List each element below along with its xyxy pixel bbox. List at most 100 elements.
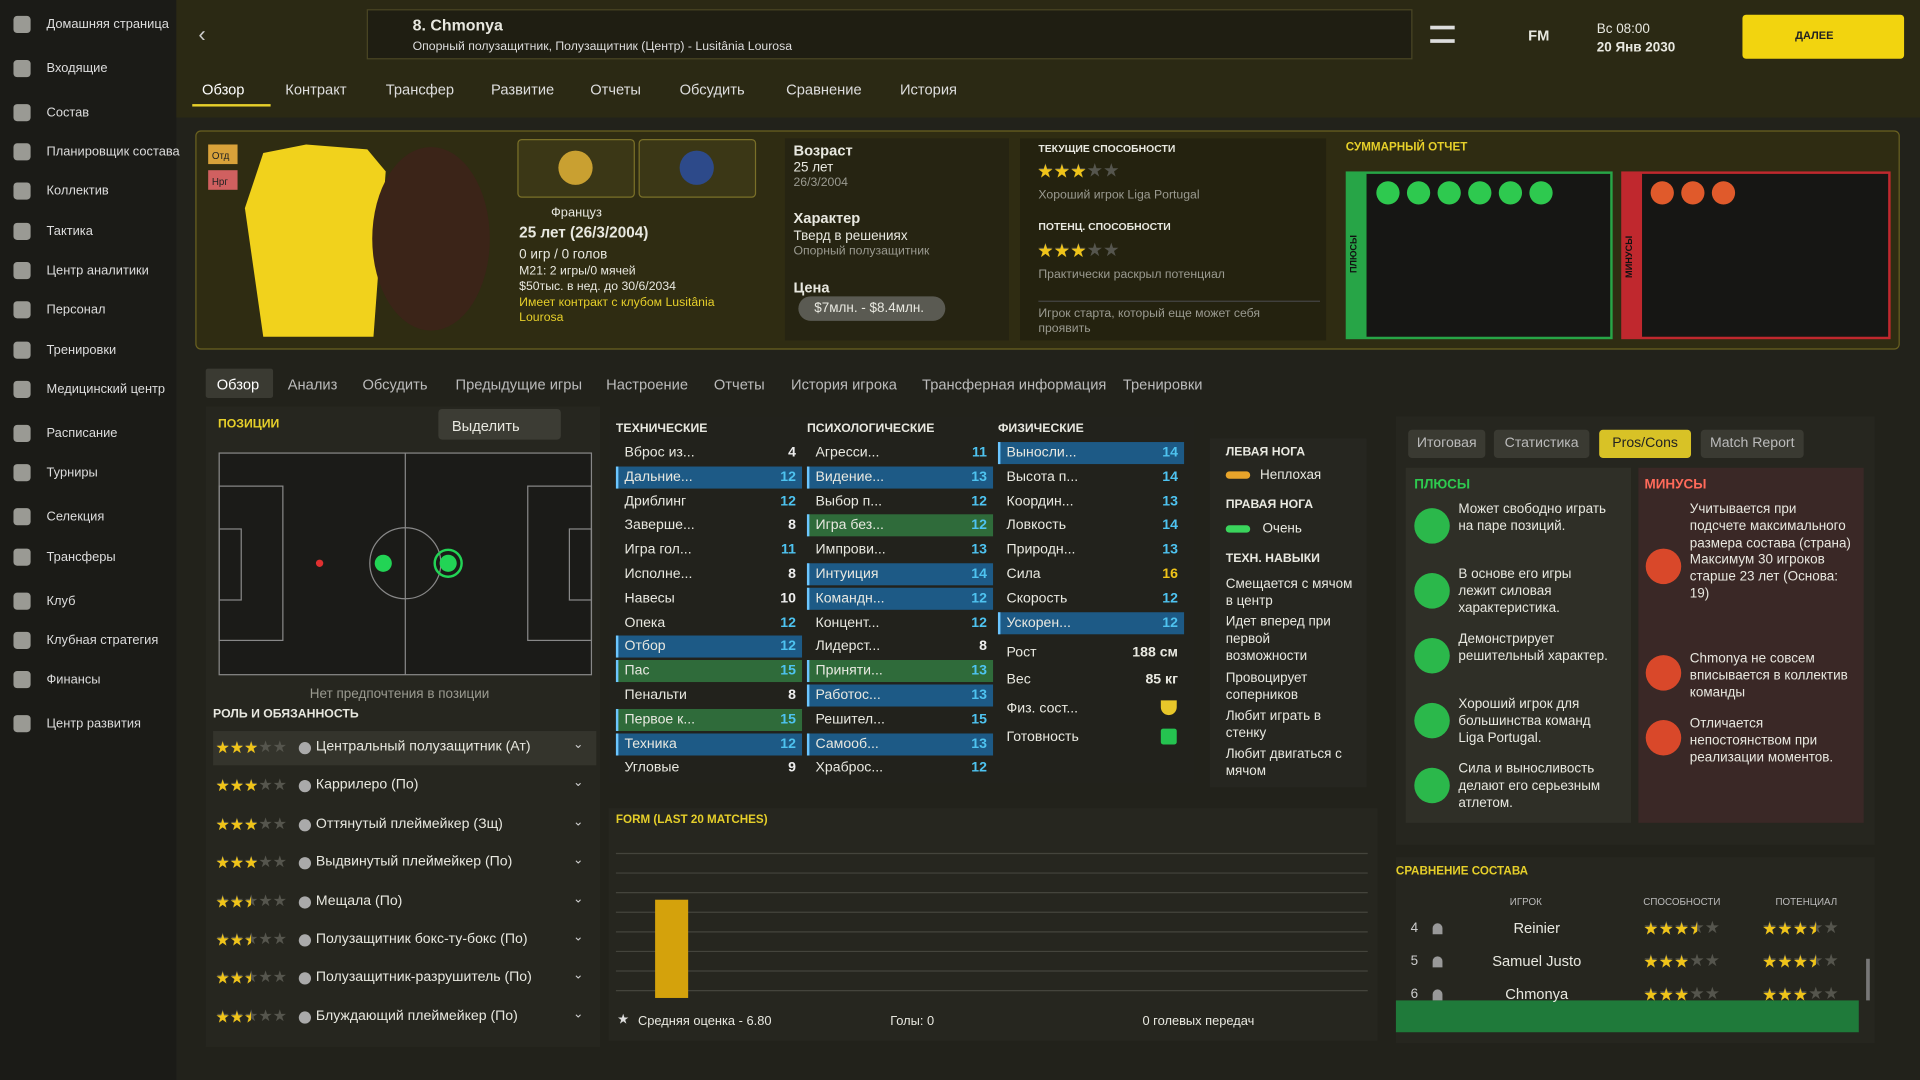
condition-icon bbox=[1160, 700, 1177, 716]
attribute-name: Лидерст... bbox=[815, 639, 881, 655]
contract[interactable]: Имеет контракт с клубом Lusitânia Louros… bbox=[519, 296, 715, 325]
rank: 5 bbox=[1410, 953, 1419, 969]
sidebar-item[interactable]: Тренировки bbox=[46, 342, 117, 358]
attribute-name: Пенальти bbox=[624, 688, 687, 703]
sidebar-item[interactable]: Домашняя страница bbox=[46, 17, 169, 32]
sidebar-item[interactable]: Тактика bbox=[46, 224, 93, 239]
sidebar-icon bbox=[13, 104, 31, 122]
section-title[interactable]: FORM (LAST 20 MATCHES) bbox=[615, 813, 768, 827]
role-name: Оттянутый плеймейкер (Зщ) bbox=[315, 816, 503, 832]
sidebar-item[interactable]: Клуб bbox=[46, 593, 76, 609]
tab[interactable]: История игрока bbox=[791, 375, 897, 394]
nav-item[interactable]: Трансфер bbox=[385, 80, 455, 98]
attribute-highlight bbox=[997, 442, 1185, 465]
star-rating: ★★★★★★★★★★ bbox=[1037, 160, 1120, 183]
sidebar-item[interactable]: Персонал bbox=[46, 302, 106, 318]
continue-button[interactable]: ДАЛЕЕ bbox=[1795, 29, 1834, 42]
sidebar-item[interactable]: Расписание bbox=[46, 426, 118, 441]
tab[interactable]: Настроение bbox=[606, 375, 689, 394]
no-preference: Нет предпочтения в позиции bbox=[309, 686, 490, 702]
attribute-name: Игра гол... bbox=[624, 542, 692, 558]
section-title: РОЛЬ И ОБЯЗАННОСТЬ bbox=[213, 707, 359, 722]
attribute-value: 9 bbox=[788, 760, 796, 776]
nav-item[interactable]: Развитие bbox=[491, 80, 555, 98]
sidebar-item[interactable]: Турниры bbox=[46, 465, 98, 481]
tab[interactable]: Тренировки bbox=[1122, 375, 1203, 394]
star-fill: ★★★★★ bbox=[215, 853, 259, 873]
con-item: Chmonya не совсем вписывается в коллекти… bbox=[1689, 651, 1848, 700]
player-name[interactable]: Chmonya bbox=[1505, 985, 1569, 1003]
nav-item[interactable]: Отчеты bbox=[590, 80, 642, 98]
sidebar-item[interactable]: Центр развития bbox=[46, 716, 142, 732]
attribute-value: 13 bbox=[971, 736, 987, 752]
pro-icon bbox=[1468, 181, 1492, 205]
sidebar-item[interactable]: Состав bbox=[46, 105, 90, 121]
section-title[interactable]: СРАВНЕНИЕ СОСТАВА bbox=[1395, 864, 1529, 878]
attribute-name: Заверше... bbox=[624, 518, 695, 534]
tab[interactable]: Предыдущие игры bbox=[455, 375, 583, 394]
sidebar-icon bbox=[13, 15, 31, 34]
dob: 26/3/2004 bbox=[793, 176, 848, 190]
attribute-name: Пас bbox=[624, 663, 650, 679]
role-name: Выдвинутый плеймейкер (По) bbox=[315, 854, 513, 870]
tab[interactable]: Отчеты bbox=[713, 375, 765, 394]
sidebar-item[interactable]: Клубная стратегия bbox=[46, 633, 159, 648]
sidebar-item[interactable]: Трансферы bbox=[46, 549, 116, 565]
section-title[interactable]: СУММАРНЫЙ ОТЧЕТ bbox=[1345, 140, 1468, 155]
highlight-button[interactable]: Выделить bbox=[451, 417, 520, 435]
info-icon bbox=[298, 972, 312, 985]
role-name: Полузащитник бокс-ту-бокс (По) bbox=[315, 931, 528, 947]
sidebar-item[interactable]: Медицинский центр bbox=[46, 382, 166, 397]
day-time: Вс 08:00 bbox=[1596, 22, 1650, 37]
attribute-highlight bbox=[806, 660, 994, 683]
attribute-name: Природн... bbox=[1006, 542, 1076, 558]
attribute-name: Командн... bbox=[815, 591, 885, 606]
star-rating: ★★★★★★★★★★ bbox=[1643, 950, 1721, 972]
sidebar-item[interactable]: Центр аналитики bbox=[46, 263, 149, 278]
sidebar-icon bbox=[13, 424, 31, 443]
report-tab[interactable]: Pros/Cons bbox=[1599, 429, 1692, 458]
nav-item[interactable]: Обзор bbox=[202, 80, 245, 98]
star-fill: ★★★★★ bbox=[1762, 984, 1809, 1005]
role-row[interactable] bbox=[213, 731, 597, 766]
report-tab-label: Итоговая bbox=[1416, 435, 1477, 451]
tab[interactable]: Обзор bbox=[216, 375, 260, 394]
star-fill: ★★★★★ bbox=[215, 930, 252, 949]
star-rating: ★★★★★★★★★★ bbox=[215, 852, 287, 873]
player-name[interactable]: Reinier bbox=[1513, 919, 1561, 937]
sidebar-item[interactable]: Финансы bbox=[46, 672, 101, 687]
nav-item[interactable]: История bbox=[900, 80, 957, 98]
section-label: ТЕХН. НАВЫКИ bbox=[1225, 552, 1320, 566]
nav-item[interactable]: Обсудить bbox=[679, 80, 745, 98]
player-name[interactable]: Samuel Justo bbox=[1492, 952, 1582, 970]
report-tab[interactable]: Статистика bbox=[1493, 429, 1590, 458]
chevron: ⌄ bbox=[573, 969, 584, 983]
attribute-value: 11 bbox=[972, 445, 987, 461]
sidebar-item[interactable]: Входящие bbox=[46, 61, 108, 76]
nav-item[interactable]: Сравнение bbox=[786, 80, 862, 98]
star-rating: ★★★★★★★★★★ bbox=[1643, 917, 1721, 938]
attribute-value: 8 bbox=[788, 566, 796, 582]
tab[interactable]: Трансферная информация bbox=[922, 375, 1107, 394]
report-tab[interactable]: Match Report bbox=[1700, 429, 1804, 458]
pro-icon bbox=[1414, 508, 1450, 544]
ability-text: Хороший игрок Liga Portugal bbox=[1038, 188, 1200, 203]
section-title[interactable]: ПОЗИЦИИ bbox=[217, 417, 280, 432]
sidebar-item[interactable]: Селекция bbox=[46, 509, 105, 525]
sidebar-item[interactable]: Планировщик состава bbox=[46, 144, 180, 160]
nav-item[interactable]: Контракт bbox=[285, 80, 347, 98]
column-header: ИГРОК bbox=[1509, 896, 1542, 908]
menu-button[interactable] bbox=[1430, 25, 1455, 43]
report-tab[interactable]: Итоговая bbox=[1408, 429, 1486, 458]
sidebar-icon bbox=[13, 715, 31, 733]
attribute-value: 12 bbox=[971, 615, 987, 631]
sidebar-item[interactable]: Коллектив bbox=[46, 183, 109, 199]
star-fill: ★★★★★ bbox=[215, 776, 259, 796]
con-icon bbox=[1681, 181, 1705, 205]
tab[interactable]: Анализ bbox=[287, 375, 338, 394]
attribute-group-title: ТЕХНИЧЕСКИЕ bbox=[615, 422, 708, 436]
back-button[interactable]: ‹ bbox=[198, 22, 206, 47]
sidebar-icon bbox=[13, 508, 31, 526]
personality: Тверд в решениях bbox=[793, 228, 908, 244]
tab[interactable]: Обсудить bbox=[362, 375, 428, 394]
